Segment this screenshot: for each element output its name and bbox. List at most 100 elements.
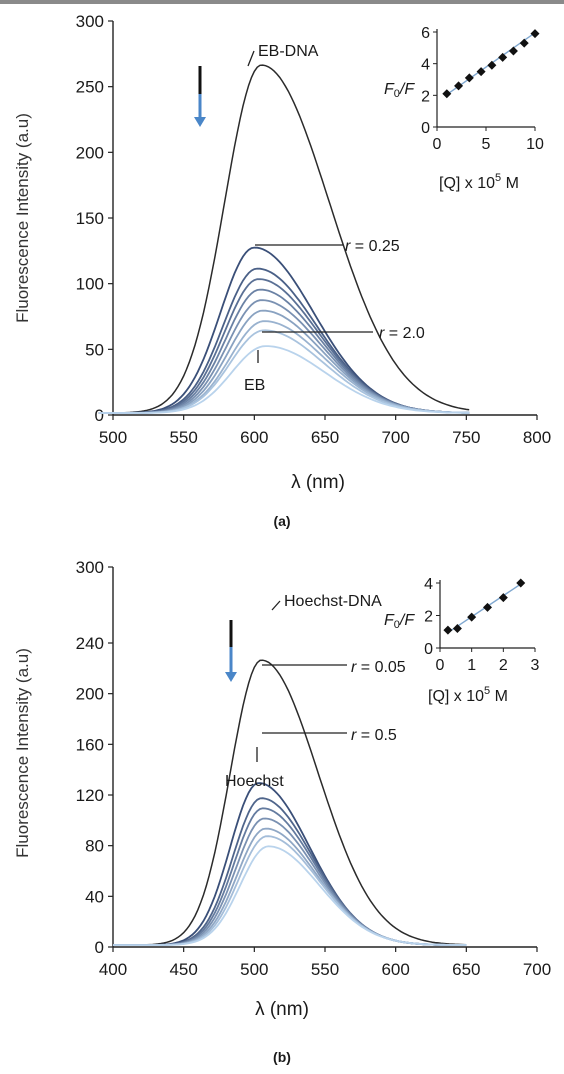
- inset-x-label-exp: 5: [484, 685, 490, 697]
- y-tick-label: 0: [95, 406, 104, 425]
- inset-x-tick-label: 5: [482, 136, 491, 153]
- inset-y-tick-label: 4: [424, 576, 433, 593]
- r-symbol: r: [351, 727, 357, 744]
- y-tick-label: 300: [76, 558, 104, 577]
- r-first-value: = 0.25: [350, 238, 399, 255]
- top-border-strip: [0, 0, 564, 4]
- inset-x-tick-label: 3: [531, 657, 540, 674]
- r-last-value: = 0.5: [356, 727, 397, 744]
- spectrum-curve: [113, 797, 467, 946]
- inset-data-point: [487, 60, 497, 70]
- complex-leader-line: [271, 600, 281, 611]
- inset-x-tick-label: 2: [499, 657, 508, 674]
- y-tick-label: 120: [76, 786, 104, 805]
- x-axis-label: λ (nm): [291, 472, 345, 493]
- inset-y-tick-label: 0: [424, 641, 433, 658]
- inset-x-label-main: [Q] x 10: [439, 175, 495, 192]
- spectrum-curve: [98, 64, 470, 414]
- inset-x-label: [Q] x 105 M: [439, 172, 519, 192]
- y-tick-label: 200: [76, 685, 104, 704]
- spectrum-curve: [98, 345, 470, 414]
- inset-data-point: [464, 73, 474, 83]
- inset-x-tick-label: 10: [526, 136, 544, 153]
- y-tick-label: 40: [85, 887, 104, 906]
- y-tick-label: 100: [76, 275, 104, 294]
- r-symbol: r: [345, 238, 351, 255]
- inset-data-point: [519, 38, 529, 48]
- inset-y-label-tail: /F: [399, 81, 415, 98]
- spectrum-curve: [113, 845, 467, 946]
- inset-y-tick-label: 0: [421, 120, 430, 137]
- y-axis-label: Fluorescence Intensity (a.u): [13, 648, 32, 858]
- inset-data-point: [443, 625, 453, 635]
- spectrum-curve: [98, 329, 470, 414]
- spectrum-curve: [113, 817, 467, 946]
- y-tick-label: 150: [76, 209, 104, 228]
- inset-data-point: [476, 67, 486, 77]
- inset-x-label-main: [Q] x 10: [428, 688, 484, 705]
- inset-y-tick-label: 6: [421, 25, 430, 42]
- x-tick-label: 550: [169, 428, 197, 447]
- x-tick-label: 800: [523, 428, 551, 447]
- r-last-value: = 2.0: [384, 325, 425, 342]
- y-tick-label: 160: [76, 735, 104, 754]
- inset-x-tick-label: 0: [436, 657, 445, 674]
- x-tick-label: 600: [381, 960, 409, 979]
- down-arrow-icon: [225, 672, 237, 682]
- x-tick-label: 700: [523, 960, 551, 979]
- inset-y-tick-label: 2: [421, 88, 430, 105]
- inset-data-point: [452, 624, 462, 633]
- inset-x-tick-label: 1: [467, 657, 476, 674]
- inset-data-point: [530, 29, 540, 39]
- inset-data-point: [508, 46, 518, 56]
- y-axis-label: Fluorescence Intensity (a.u): [13, 113, 32, 323]
- inset-data-point: [467, 612, 477, 622]
- y-tick-label: 300: [76, 12, 104, 31]
- inset-y-tick-label: 4: [421, 57, 430, 74]
- inset-y-label-sub: 0: [394, 88, 400, 100]
- r-symbol: r: [379, 325, 385, 342]
- complex-leader-line: [247, 50, 255, 67]
- y-tick-label: 0: [95, 938, 104, 957]
- inset-data-point: [454, 81, 464, 91]
- inset-data-point: [498, 52, 508, 62]
- x-tick-label: 450: [169, 960, 197, 979]
- panel-caption: (b): [273, 1049, 291, 1065]
- r-first-label: r = 0.25: [345, 238, 400, 255]
- r-first-label: r = 0.05: [351, 659, 406, 676]
- spectrum-curve: [113, 782, 467, 946]
- inset-x-label: [Q] x 105 M: [428, 685, 508, 705]
- y-tick-label: 50: [85, 340, 104, 359]
- inset-x-label-unit: M: [501, 175, 519, 192]
- x-tick-label: 500: [99, 428, 127, 447]
- x-tick-label: 550: [311, 960, 339, 979]
- down-arrow-icon: [194, 117, 206, 127]
- inset-x-label-unit: M: [490, 688, 508, 705]
- r-symbol: r: [351, 659, 357, 676]
- complex-curve-label: EB-DNA: [258, 43, 319, 60]
- spectrum-curve: [113, 659, 467, 946]
- inset-y-label-tail: /F: [399, 612, 415, 629]
- r-last-label: r = 2.0: [379, 325, 425, 342]
- inset-y-label-f: F: [384, 612, 395, 629]
- x-tick-label: 600: [240, 428, 268, 447]
- x-tick-label: 400: [99, 960, 127, 979]
- free-dye-label: Hoechst: [225, 773, 284, 790]
- x-tick-label: 500: [240, 960, 268, 979]
- x-tick-label: 750: [452, 428, 480, 447]
- y-tick-label: 250: [76, 78, 104, 97]
- x-tick-label: 650: [452, 960, 480, 979]
- inset-y-label: F0/F: [384, 612, 415, 631]
- x-tick-label: 700: [381, 428, 409, 447]
- x-axis-label: λ (nm): [255, 999, 309, 1020]
- inset-data-point: [516, 578, 526, 588]
- inset-data-point: [442, 89, 452, 99]
- y-tick-label: 200: [76, 143, 104, 162]
- inset-y-label-f: F: [384, 81, 395, 98]
- x-tick-label: 650: [311, 428, 339, 447]
- inset-y-label-sub: 0: [394, 619, 400, 631]
- panel-caption: (a): [273, 513, 290, 529]
- complex-curve-label: Hoechst-DNA: [284, 593, 382, 610]
